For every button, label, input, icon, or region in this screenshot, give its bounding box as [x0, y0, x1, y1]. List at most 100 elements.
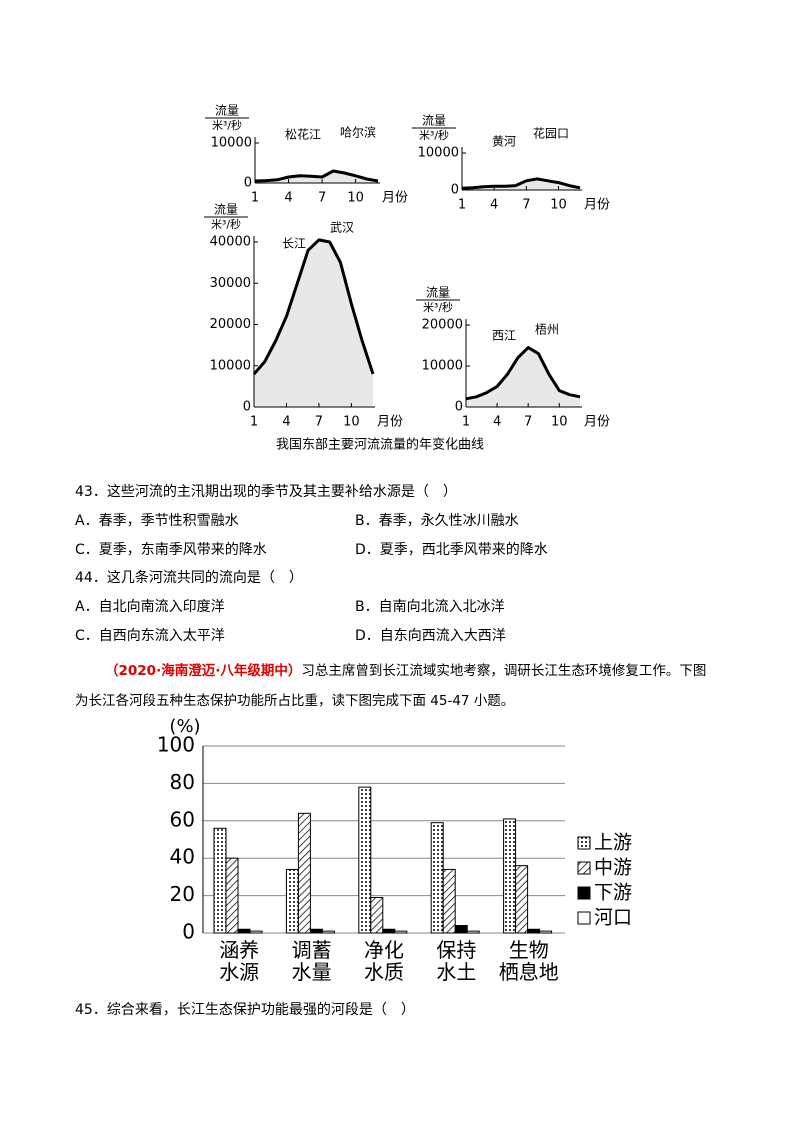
bar	[382, 928, 396, 934]
option: D．自东向西流入大西洋	[355, 628, 506, 644]
y-tick-label: 0	[455, 400, 463, 415]
flow-line	[465, 346, 581, 401]
y-axis-label: 流量	[422, 114, 446, 128]
option: B．自南向北流入北冰洋	[355, 599, 505, 615]
x-tick-label: 调蓄 水量	[291, 938, 332, 984]
x-tick-label: 10	[551, 415, 568, 430]
x-tick-label: 1	[250, 415, 258, 430]
y-axis-label: 流量	[426, 286, 450, 300]
annotation: 黄河	[492, 135, 516, 149]
x-tick-label: 4	[282, 415, 290, 430]
x-tick-label: 1	[251, 191, 259, 206]
y-tick-label: 60	[170, 807, 195, 831]
option: C．自西向东流入太平洋	[75, 628, 225, 644]
x-tick-label: 7	[522, 198, 530, 213]
bar	[454, 925, 468, 934]
y-tick-label: 10000	[418, 146, 459, 161]
y-axis-label: (%)	[169, 716, 200, 737]
y-axis-unit: 米³/秒	[419, 128, 449, 142]
flow-line	[254, 169, 379, 183]
x-tick-label: 1	[462, 415, 470, 430]
option: B．春季，永久性冰川融水	[355, 513, 519, 529]
bar	[225, 857, 239, 934]
y-tick-label: 40	[170, 845, 195, 869]
y-tick-label: 10000	[211, 136, 252, 151]
annotation: 松花江	[285, 127, 321, 142]
bar	[515, 865, 529, 934]
bar	[213, 827, 227, 934]
option: D．夏季，西北季风带来的降水	[355, 542, 548, 558]
option: C．夏季，东南季风带来的降水	[75, 542, 267, 558]
bar	[430, 822, 444, 934]
intro-text: 习总主席曾到长江流域实地考察，调研长江生态环境修复工作。下图为长江各河段五种生态…	[75, 663, 707, 709]
x-tick-label: 4	[284, 191, 292, 206]
x-axis-label: 月份	[377, 415, 403, 430]
bar	[466, 930, 480, 934]
legend-swatch	[577, 861, 591, 875]
y-axis-label: 流量	[214, 203, 238, 217]
flow-line	[252, 238, 375, 375]
y-tick-label: 20000	[210, 317, 251, 332]
bar	[370, 896, 384, 934]
x-tick-label: 10	[347, 191, 364, 206]
bar	[321, 930, 335, 934]
y-tick-label: 20	[170, 882, 195, 906]
y-tick-label: 0	[243, 400, 251, 415]
x-tick-label: 净化 水质	[364, 938, 404, 984]
bar	[358, 786, 372, 934]
x-tick-label: 生物 栖息地	[498, 938, 559, 984]
option: A．春季，季节性积雪融水	[75, 513, 239, 529]
annotation: 西江	[492, 329, 516, 343]
x-axis-label: 月份	[382, 191, 408, 206]
y-tick-label: 40000	[210, 235, 251, 250]
y-tick-label: 100	[157, 733, 195, 757]
y-tick-label: 0	[182, 920, 195, 944]
figure-caption: 我国东部主要河流流量的年变化曲线	[276, 437, 484, 453]
intro: （2020·海南澄迈·八年级期中）习总主席曾到长江流域实地考察，调研长江生态环境…	[75, 656, 715, 716]
bar	[394, 930, 408, 934]
legend-swatch	[577, 836, 591, 850]
bar	[297, 812, 311, 934]
legend-label: 河口	[594, 907, 632, 929]
annotation: 武汉	[330, 221, 354, 235]
question: 43．这些河流的主汛期出现的季节及其主要补给水源是（ ）	[75, 484, 457, 500]
option: A．自北向南流入印度洋	[75, 599, 225, 615]
y-tick-label: 30000	[210, 276, 251, 291]
question: 44．这几条河流共同的流向是（ ）	[75, 570, 303, 586]
y-tick-label: 0	[244, 176, 252, 191]
x-tick-label: 10	[550, 198, 567, 213]
question: 45．综合来看，长江生态保护功能最强的河段是（ ）	[75, 1002, 415, 1018]
x-tick-label: 7	[524, 415, 532, 430]
x-tick-label: 涵养 水源	[219, 938, 260, 984]
x-axis-label: 月份	[584, 198, 610, 213]
bar	[285, 868, 299, 934]
y-tick-label: 20000	[422, 318, 463, 333]
legend-label: 中游	[594, 857, 632, 879]
x-tick-label: 4	[493, 415, 501, 430]
legend-swatch	[577, 886, 591, 900]
annotation: 长江	[282, 237, 306, 251]
legend-label: 上游	[594, 832, 632, 854]
flow-line	[461, 177, 581, 190]
annotation: 花园口	[533, 126, 569, 141]
y-tick-label: 80	[170, 770, 195, 794]
y-axis-label: 流量	[215, 104, 239, 118]
legend-label: 下游	[594, 882, 632, 904]
annotation: 梧州	[535, 322, 559, 337]
x-tick-label: 4	[490, 198, 498, 213]
x-tick-label: 7	[315, 415, 323, 430]
area	[254, 239, 373, 407]
x-axis-label: 月份	[584, 415, 610, 430]
y-tick-label: 10000	[210, 358, 251, 373]
bar	[237, 928, 251, 934]
x-tick-label: 7	[318, 191, 326, 206]
x-tick-label: 10	[343, 415, 360, 430]
bar	[527, 928, 541, 934]
x-tick-label: 保持 水土	[436, 938, 477, 984]
legend-swatch	[577, 911, 591, 925]
source: （2020·海南澄迈·八年级期中）	[105, 663, 302, 679]
bar	[442, 868, 456, 934]
area	[466, 347, 580, 407]
